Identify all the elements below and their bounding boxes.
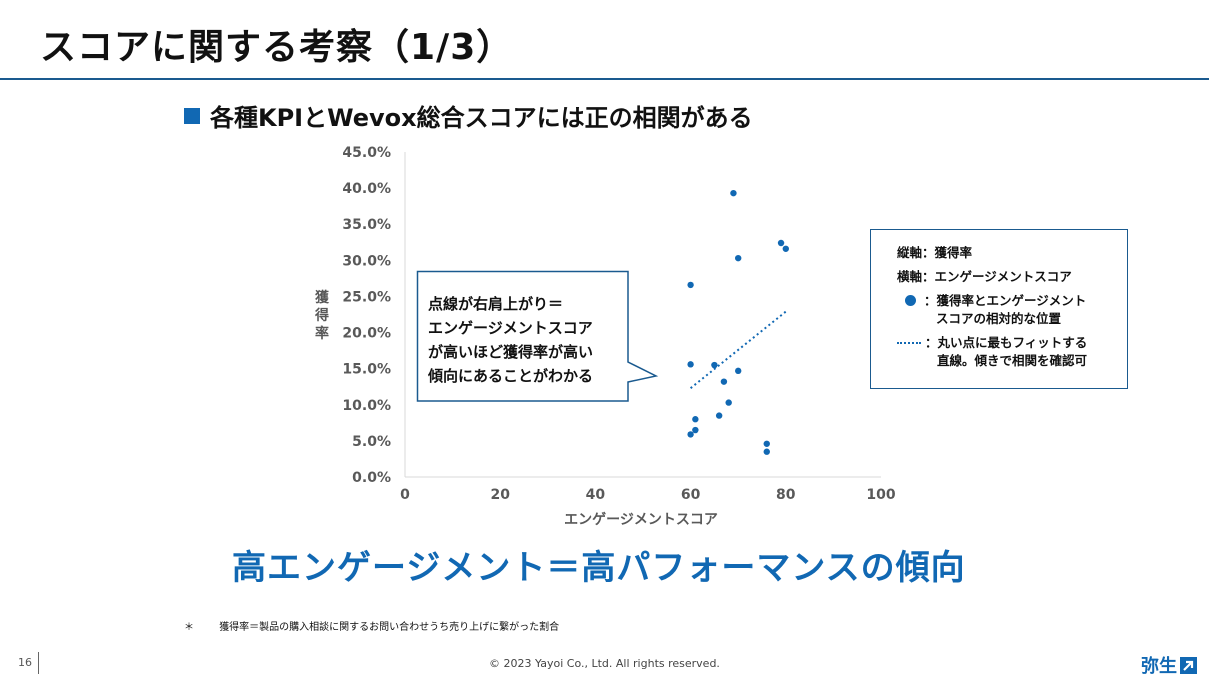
y-tick-label: 35.0% — [342, 217, 391, 233]
legend-dot-item: ：獲得率とエンゲージメント スコアの相対的な位置 — [897, 292, 1119, 328]
y-tick-label: 5.0% — [352, 434, 391, 450]
data-point — [735, 367, 742, 375]
x-tick-label: 40 — [586, 487, 606, 503]
dot-marker-icon — [905, 295, 916, 306]
y-tick-label: 40.0% — [342, 181, 391, 197]
data-point — [687, 361, 694, 368]
data-point — [735, 254, 742, 262]
y-tick-label: 25.0% — [342, 289, 391, 305]
data-point — [711, 361, 718, 369]
x-tick-label: 60 — [681, 487, 701, 503]
logo-text: 弥生 — [1141, 656, 1177, 677]
legend-dot-text-2: スコアの相対的な位置 — [936, 311, 1062, 326]
callout-text: 点線が右肩上がり＝ エンゲージメントスコア が高いほど獲得率が高い 傾向にあるこ… — [428, 292, 628, 388]
footnote-text: 獲得率＝製品の購入相談に関するお問い合わせうち売り上げに繋がった割合 — [219, 622, 560, 633]
y-tick-label: 10.0% — [342, 398, 391, 414]
data-point — [687, 431, 694, 438]
subtitle: 各種KPIとWevox総合スコアには正の相関がある — [184, 98, 753, 133]
x-tick-label: 80 — [776, 487, 796, 503]
x-tick-label: 20 — [490, 487, 510, 503]
data-point — [782, 245, 789, 252]
scatter-chart: 0.0% 5.0% 10.0% 15.0% 20.0% 25.0% 30.0% 35.0% 40… — [314, 145, 896, 528]
page-number: 16 — [18, 656, 32, 669]
legend-y-axis: 縦軸：獲得率 — [897, 245, 973, 260]
data-point — [687, 281, 694, 289]
legend-box: 縦軸：獲得率 横軸：エンゲージメントスコア ：獲得率とエンゲージメント スコアの… — [870, 229, 1128, 389]
data-point — [692, 416, 699, 423]
data-point — [730, 189, 737, 197]
page-title: スコアに関する考察（1/3） — [40, 27, 514, 68]
data-point — [763, 440, 770, 447]
callout-line: が高いほど獲得率が高い — [428, 343, 594, 361]
legend-trend-text-2: 直線。傾きで相関を確認可 — [937, 353, 1088, 368]
legend-trend-item: ：丸い点に最もフィットする 直線。傾きで相関を確認可 — [897, 334, 1119, 370]
legend-trend-text-1: ：丸い点に最もフィットする — [925, 335, 1088, 350]
footnote: ＊ 獲得率＝製品の購入相談に関するお問い合わせうち売り上げに繋がった割合 — [184, 618, 559, 633]
arrow-icon — [1180, 656, 1197, 674]
x-tick-label: 0 — [400, 487, 410, 503]
data-point — [720, 378, 728, 385]
subtitle-text: 各種KPIとWevox総合スコアには正の相関がある — [210, 104, 753, 132]
data-point — [725, 399, 732, 406]
callout-line: エンゲージメントスコア — [428, 319, 593, 337]
x-axis-title: エンゲージメントスコア — [564, 511, 718, 528]
data-point — [715, 412, 723, 419]
callout-bubble — [416, 270, 659, 402]
y-tick-label: 45.0% — [342, 145, 391, 161]
page-divider — [38, 652, 39, 674]
y-tick-label: 0.0% — [352, 470, 391, 486]
dotted-line-icon — [897, 342, 921, 344]
company-logo: 弥生 — [1141, 652, 1197, 678]
data-point — [692, 426, 699, 434]
data-point — [777, 239, 785, 247]
y-axis-title-char: 獲 — [315, 289, 330, 306]
footnote-mark: ＊ — [184, 622, 194, 633]
data-point — [763, 448, 770, 455]
title-divider — [0, 78, 1209, 80]
copyright: © 2023 Yayoi Co., Ltd. All rights reserv… — [489, 657, 720, 670]
legend-dot-text-1: ：獲得率とエンゲージメント — [924, 293, 1087, 308]
headline: 高エンゲージメント＝高パフォーマンスの傾向 — [232, 548, 966, 588]
y-tick-label: 30.0% — [342, 253, 391, 269]
y-axis-title-char: 得 — [314, 307, 329, 324]
y-tick-label: 15.0% — [342, 362, 391, 378]
callout-line: 点線が右肩上がり＝ — [428, 295, 564, 313]
callout-box: 点線が右肩上がり＝ エンゲージメントスコア が高いほど獲得率が高い 傾向にあるこ… — [416, 270, 659, 402]
y-tick-label: 20.0% — [342, 326, 391, 342]
trend-line — [689, 310, 787, 389]
callout-line: 傾向にあることがわかる — [428, 367, 594, 385]
y-axis-title-char: 率 — [315, 325, 329, 342]
square-bullet-icon — [184, 107, 200, 124]
x-tick-label: 100 — [866, 487, 895, 503]
legend-x-axis: 横軸：エンゲージメントスコア — [897, 269, 1072, 284]
